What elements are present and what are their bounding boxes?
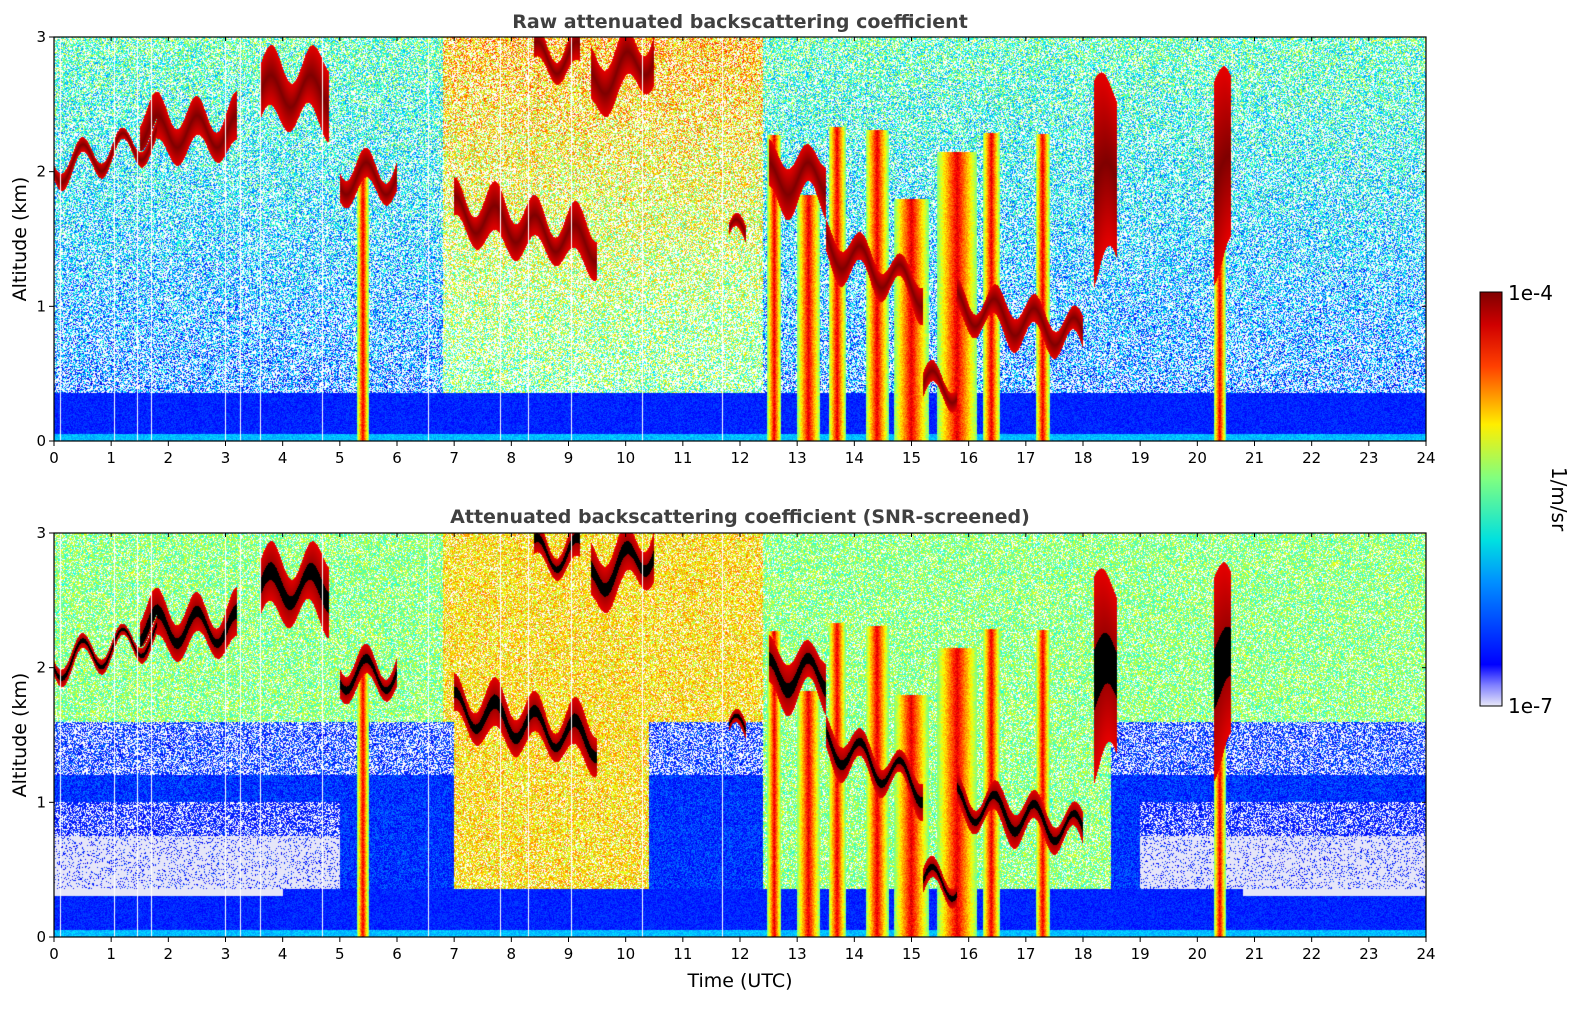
x-tick-label: 17 xyxy=(1016,449,1035,467)
x-tick-label: 9 xyxy=(564,945,574,963)
x-tick-label: 14 xyxy=(845,449,864,467)
panel-title-raw: Raw attenuated backscattering coefficien… xyxy=(512,11,968,33)
x-tick-label: 19 xyxy=(1131,945,1150,963)
x-tick-label: 18 xyxy=(1073,945,1092,963)
x-tick-label: 0 xyxy=(49,449,59,467)
x-tick-label: 11 xyxy=(673,449,692,467)
y-tick-label: 1 xyxy=(36,297,46,315)
x-tick-label: 22 xyxy=(1302,449,1321,467)
x-axis-label: Time (UTC) xyxy=(686,970,792,992)
x-tick-label: 7 xyxy=(449,449,459,467)
colorbar-max-label: 1e-4 xyxy=(1508,281,1553,305)
colorbar: 1e-4 1e-7 1/m/sr xyxy=(1479,281,1571,718)
x-tick-label: 1 xyxy=(106,945,116,963)
x-tick-label: 8 xyxy=(507,449,517,467)
raw-heatmap-canvas xyxy=(54,37,1426,441)
y-tick-label: 3 xyxy=(36,524,46,542)
x-tick-label: 12 xyxy=(730,945,749,963)
x-tick-label: 20 xyxy=(1188,449,1207,467)
x-ticks-raw: 0 1 2 3 4 5 6 7 8 9 10 11 12 13 14 15 16 17 18 19 20 21 22 23 24 xyxy=(49,37,1436,467)
x-tick-label: 24 xyxy=(1416,945,1435,963)
x-tick-label: 18 xyxy=(1073,449,1092,467)
x-tick-label: 16 xyxy=(959,945,978,963)
x-tick-label: 3 xyxy=(221,945,231,963)
x-tick-label: 5 xyxy=(335,449,345,467)
x-tick-label: 1 xyxy=(106,449,116,467)
y-axis-label-screened: Altitude (km) xyxy=(9,673,31,798)
y-ticks-raw: 0 1 2 3 xyxy=(36,28,1426,450)
y-tick-label: 2 xyxy=(36,163,46,181)
x-tick-label: 13 xyxy=(788,449,807,467)
y-tick-label: 1 xyxy=(36,793,46,811)
x-tick-label: 17 xyxy=(1016,945,1035,963)
screened-heatmap-canvas xyxy=(54,533,1426,937)
x-tick-label: 3 xyxy=(221,449,231,467)
x-tick-label: 19 xyxy=(1131,449,1150,467)
colorbar-units-label: 1/m/sr xyxy=(1547,467,1571,532)
x-tick-label: 0 xyxy=(49,945,59,963)
x-tick-label: 15 xyxy=(902,449,921,467)
x-tick-label: 24 xyxy=(1416,449,1435,467)
x-tick-label: 4 xyxy=(278,945,288,963)
x-tick-label: 2 xyxy=(164,945,174,963)
raw-heatmap-container xyxy=(54,37,1426,441)
y-tick-label: 2 xyxy=(36,659,46,677)
x-tick-label: 10 xyxy=(616,945,635,963)
x-tick-label: 16 xyxy=(959,449,978,467)
x-tick-label: 20 xyxy=(1188,945,1207,963)
colorbar-gradient xyxy=(1479,291,1503,707)
x-tick-label: 13 xyxy=(788,945,807,963)
y-tick-label: 0 xyxy=(36,432,46,450)
x-tick-label: 21 xyxy=(1245,945,1264,963)
y-ticks-screened: 0 1 2 3 xyxy=(36,524,1426,946)
x-tick-label: 6 xyxy=(392,449,402,467)
x-tick-label: 4 xyxy=(278,449,288,467)
screened-heatmap-container xyxy=(54,533,1426,937)
x-tick-label: 21 xyxy=(1245,449,1264,467)
x-tick-label: 10 xyxy=(616,449,635,467)
screened-backscatter-panel: Attenuated backscattering coefficient (S… xyxy=(9,506,1436,992)
raw-backscatter-panel: Raw attenuated backscattering coefficien… xyxy=(9,11,1436,467)
x-tick-label: 22 xyxy=(1302,945,1321,963)
x-tick-label: 2 xyxy=(164,449,174,467)
y-axis-label-raw: Altitude (km) xyxy=(9,177,31,302)
x-ticks-screened: 0 1 2 3 4 5 6 7 8 9 10 11 12 13 14 15 16 17 18 19 20 21 22 23 24 xyxy=(49,533,1436,963)
x-tick-label: 6 xyxy=(392,945,402,963)
panel-title-screened: Attenuated backscattering coefficient (S… xyxy=(450,506,1030,528)
x-tick-label: 15 xyxy=(902,945,921,963)
x-tick-label: 23 xyxy=(1359,945,1378,963)
x-tick-label: 9 xyxy=(564,449,574,467)
x-tick-label: 12 xyxy=(730,449,749,467)
x-tick-label: 5 xyxy=(335,945,345,963)
x-tick-label: 23 xyxy=(1359,449,1378,467)
y-tick-label: 0 xyxy=(36,928,46,946)
x-tick-label: 11 xyxy=(673,945,692,963)
colorbar-min-label: 1e-7 xyxy=(1508,694,1553,718)
x-tick-label: 7 xyxy=(449,945,459,963)
x-tick-label: 8 xyxy=(507,945,517,963)
y-tick-label: 3 xyxy=(36,28,46,46)
x-tick-label: 14 xyxy=(845,945,864,963)
